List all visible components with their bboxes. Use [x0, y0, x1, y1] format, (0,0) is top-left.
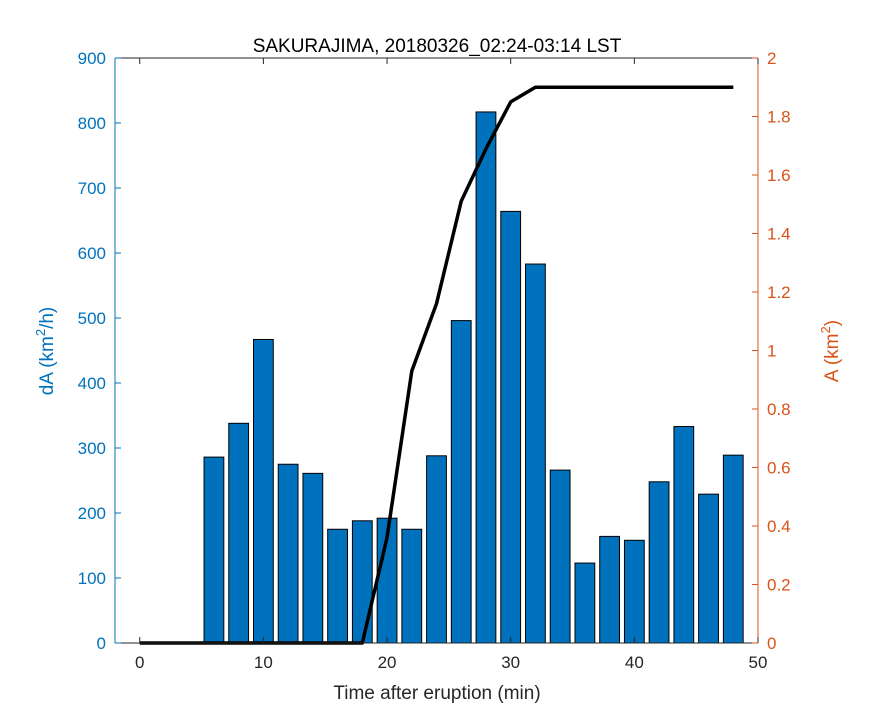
right-y-tick-label: 0: [767, 634, 776, 653]
right-y-tick-label: 1.8: [767, 108, 791, 127]
left-y-tick-label: 900: [78, 49, 106, 68]
bar: [327, 528, 348, 644]
bar: [500, 210, 522, 644]
left-y-tick-label: 0: [97, 634, 106, 653]
bar: [426, 455, 447, 644]
bar: [623, 539, 645, 644]
bar: [525, 263, 546, 644]
right-y-tick-label: 2: [767, 49, 776, 68]
x-tick-label: 30: [501, 653, 520, 672]
bar: [302, 472, 324, 644]
x-tick-label: 10: [254, 653, 273, 672]
right-y-tick-label: 0.8: [767, 400, 791, 419]
bar: [203, 456, 225, 644]
right-y-tick-label: 0.4: [767, 517, 791, 536]
bar: [252, 338, 274, 644]
axes-layer: 0 10 20 30 40 5001002003004005006007008009000…: [78, 49, 791, 672]
right-y-tick-label: 1: [767, 342, 776, 361]
left-y-tick-label: 500: [78, 309, 106, 328]
bar: [722, 454, 744, 644]
x-tick-label: 50: [749, 653, 768, 672]
x-tick-label: 20: [378, 653, 397, 672]
right-y-tick-label: 0.6: [767, 459, 791, 478]
bar: [698, 493, 719, 644]
right-y-tick-label: 1.2: [767, 283, 791, 302]
left-y-tick-label: 800: [78, 114, 106, 133]
left-y-axis-title: dA (km2/h): [33, 307, 58, 396]
bar: [351, 520, 373, 644]
left-y-tick-label: 400: [78, 374, 106, 393]
x-axis-title: Time after eruption (min): [333, 683, 540, 704]
chart-title: SAKURAJIMA, 20180326_02:24-03:14 LST: [253, 36, 622, 57]
x-tick-label: 40: [625, 653, 644, 672]
right-y-axis-title: A (km2): [818, 320, 843, 382]
left-y-tick-label: 600: [78, 244, 106, 263]
bar: [574, 562, 596, 644]
bar: [475, 111, 497, 644]
bar: [450, 320, 472, 644]
bar: [401, 528, 423, 644]
bar: [673, 426, 695, 644]
bar: [648, 481, 670, 644]
x-tick-label: 0: [135, 653, 144, 672]
right-y-tick-label: 1.6: [767, 166, 791, 185]
bar: [549, 469, 571, 644]
right-y-tick-label: 1.4: [767, 225, 791, 244]
left-y-tick-label: 300: [78, 439, 106, 458]
bar: [277, 463, 299, 644]
right-y-tick-label: 0.2: [767, 576, 791, 595]
bar: [599, 535, 621, 644]
bar: [228, 422, 250, 644]
left-y-tick-label: 700: [78, 179, 106, 198]
left-y-tick-label: 200: [78, 504, 106, 523]
left-y-tick-label: 100: [78, 569, 106, 588]
